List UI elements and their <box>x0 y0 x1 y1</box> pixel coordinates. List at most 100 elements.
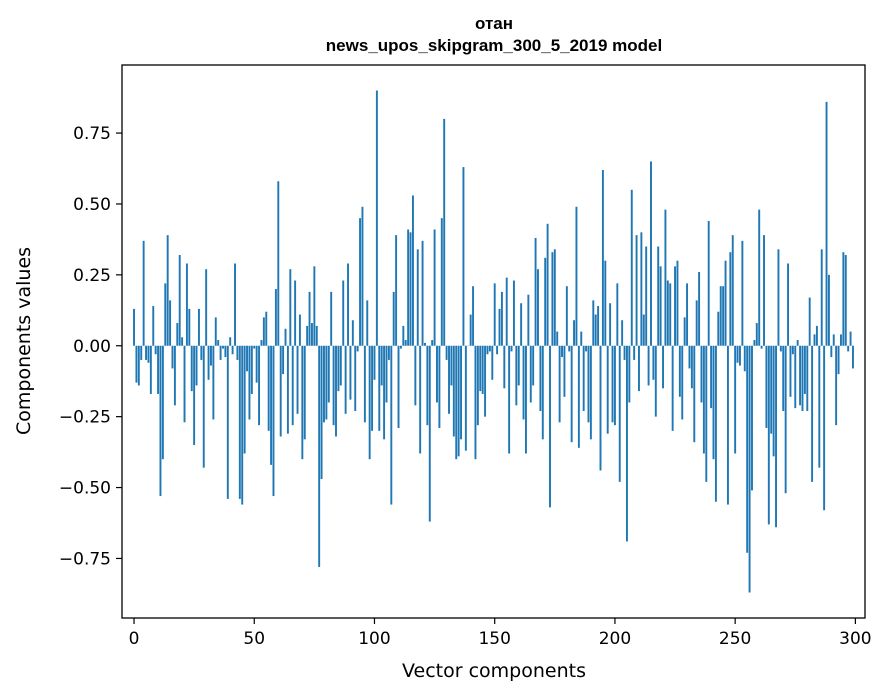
bar <box>522 345 525 420</box>
bar <box>515 345 518 406</box>
bar <box>563 345 566 397</box>
y-tick-label: 0.25 <box>73 266 111 286</box>
bar <box>512 280 515 346</box>
bar <box>479 345 482 392</box>
bar <box>587 345 590 423</box>
bar <box>484 345 487 417</box>
bar <box>852 345 854 369</box>
bar <box>635 235 638 346</box>
bar <box>411 195 414 346</box>
bar <box>246 345 248 372</box>
bar <box>683 317 686 346</box>
bar <box>472 286 475 346</box>
bar <box>212 345 215 420</box>
bar <box>438 345 441 428</box>
bar <box>476 345 479 426</box>
bar <box>789 345 792 397</box>
bar <box>210 345 212 366</box>
bar <box>775 345 777 528</box>
y-tick-label: 0.50 <box>73 195 111 215</box>
bar <box>135 345 138 383</box>
bar <box>169 300 172 346</box>
bar <box>455 345 458 460</box>
bar <box>760 345 763 349</box>
bar <box>753 340 756 346</box>
bar <box>676 260 679 346</box>
bar <box>532 345 535 386</box>
bar <box>243 345 246 454</box>
bar <box>371 345 374 431</box>
bar <box>767 345 770 525</box>
y-tick-label: 0.00 <box>73 337 111 357</box>
bar <box>787 263 790 346</box>
bar <box>250 345 253 394</box>
bar <box>161 345 164 460</box>
bar <box>820 249 823 346</box>
bar <box>272 345 275 497</box>
bar <box>609 303 612 346</box>
bar <box>582 345 585 411</box>
bar <box>654 345 657 417</box>
bar <box>443 118 446 346</box>
bar <box>835 345 838 426</box>
bar <box>164 283 167 346</box>
bar <box>308 291 311 346</box>
bar <box>356 345 359 352</box>
bar <box>546 223 549 346</box>
bars-group <box>133 90 854 593</box>
bar <box>226 345 229 499</box>
bar <box>847 345 850 352</box>
bar <box>618 345 621 482</box>
bar <box>647 345 650 386</box>
bar <box>416 249 419 346</box>
bar <box>368 345 371 460</box>
bar <box>214 317 217 346</box>
bar <box>794 345 797 409</box>
bar <box>202 345 205 468</box>
bar <box>166 235 169 346</box>
y-axis-ticks: −0.75 −0.50 −0.25 0.00 0.25 0.50 0.75 <box>59 124 122 569</box>
bar <box>577 345 580 448</box>
bar <box>806 345 809 411</box>
bar <box>573 320 576 346</box>
bar <box>736 345 739 363</box>
bar <box>731 235 734 346</box>
bar <box>323 345 325 423</box>
bar <box>558 345 561 423</box>
bar <box>818 345 821 468</box>
bar <box>498 308 501 346</box>
bar <box>746 345 749 553</box>
bar <box>140 345 143 360</box>
bar <box>544 257 547 346</box>
bar <box>452 345 455 437</box>
bar <box>294 280 297 346</box>
bar <box>678 345 681 397</box>
bar <box>599 345 602 471</box>
bar <box>306 325 309 346</box>
bar <box>282 345 285 375</box>
bar <box>200 345 203 360</box>
bar <box>188 308 191 346</box>
bar <box>229 337 232 346</box>
bar <box>832 334 835 346</box>
bar <box>621 320 624 346</box>
bar <box>585 345 588 352</box>
bar <box>589 345 592 440</box>
bar <box>743 345 746 372</box>
bar <box>231 345 234 355</box>
bar <box>262 317 265 346</box>
bar <box>690 345 693 389</box>
bar <box>354 345 357 411</box>
bar <box>813 334 816 346</box>
bar <box>253 345 256 349</box>
bar <box>541 345 544 440</box>
bar <box>570 345 573 443</box>
bar <box>183 345 186 423</box>
bar <box>428 345 431 522</box>
bar <box>397 345 400 428</box>
bar <box>488 345 491 352</box>
bar <box>525 345 527 454</box>
bar <box>758 209 761 346</box>
bar <box>799 345 802 406</box>
bar <box>193 345 196 446</box>
